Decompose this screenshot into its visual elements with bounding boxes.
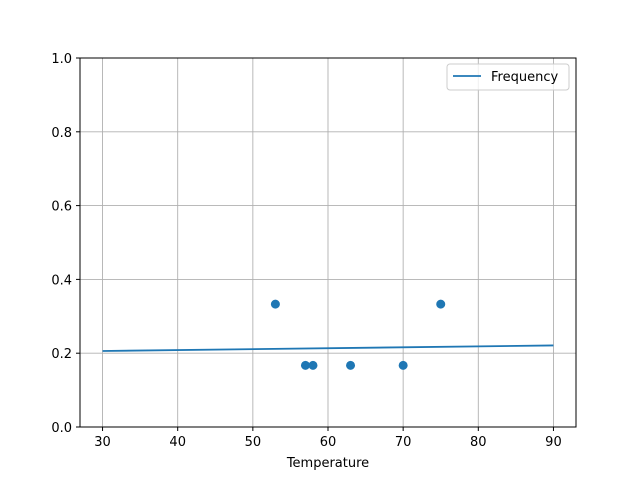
y-tick-label: 0.2 [51, 347, 72, 362]
legend-label-frequency: Frequency [491, 70, 558, 85]
y-tick-label: 0.8 [51, 126, 72, 141]
scatter-point [398, 360, 408, 370]
scatter-point [270, 299, 280, 309]
legend: Frequency [446, 63, 570, 91]
y-tick-label: 0.0 [51, 421, 72, 436]
ticks: 30 40 50 60 70 80 90 0.0 0.2 0.4 0.6 0.8 1.0 [51, 52, 561, 450]
scatter-point [308, 360, 318, 370]
x-axis-label: Temperature [286, 456, 369, 471]
y-tick-label: 0.6 [51, 200, 72, 215]
grid [80, 57, 576, 428]
y-tick-label: 1.0 [51, 52, 72, 67]
x-tick-label: 80 [470, 435, 487, 450]
x-tick-label: 70 [395, 435, 412, 450]
legend-box [446, 63, 570, 91]
y-tick-label: 0.4 [51, 273, 72, 288]
x-tick-label: 40 [169, 435, 186, 450]
scatter-point [436, 299, 446, 309]
x-tick-label: 90 [545, 435, 562, 450]
plot-marks [102, 299, 554, 370]
x-tick-label: 60 [320, 435, 337, 450]
x-tick-label: 50 [245, 435, 262, 450]
scatter-point [300, 360, 310, 370]
scatter-point [346, 360, 356, 370]
series-line-frequency [102, 344, 554, 352]
x-tick-label: 30 [94, 435, 111, 450]
